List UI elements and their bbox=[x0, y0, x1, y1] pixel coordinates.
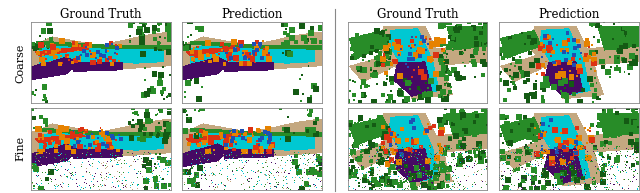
Text: Fine: Fine bbox=[15, 136, 26, 162]
Text: Ground Truth: Ground Truth bbox=[377, 8, 458, 21]
Text: Prediction: Prediction bbox=[538, 8, 600, 21]
Text: Coarse: Coarse bbox=[15, 43, 26, 83]
Text: Prediction: Prediction bbox=[221, 8, 283, 21]
Text: Ground Truth: Ground Truth bbox=[60, 8, 141, 21]
